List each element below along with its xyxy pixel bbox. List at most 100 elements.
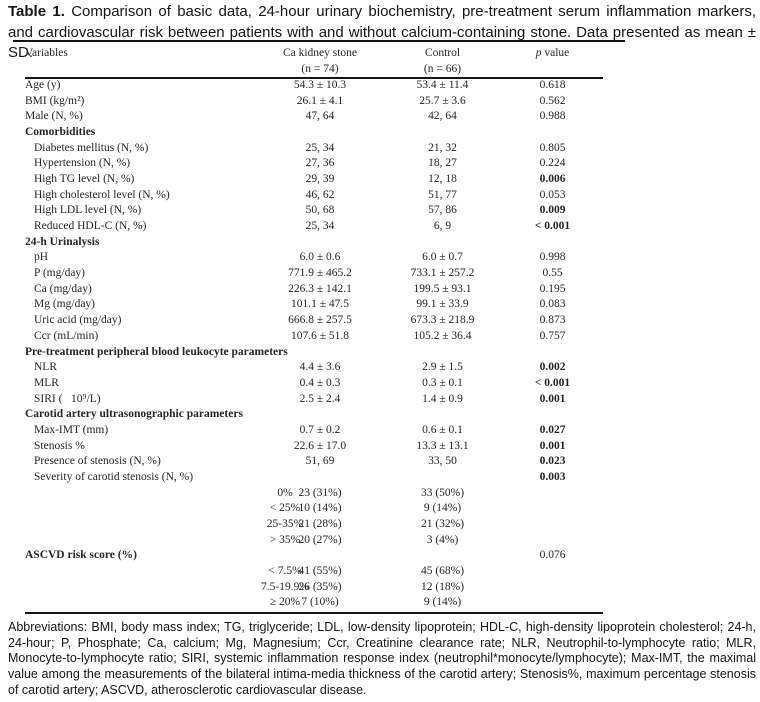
row-label: Ccr (mL/min) <box>25 329 260 343</box>
p-value: 0.027 <box>539 423 566 436</box>
p-value: < 0.001 <box>534 220 571 233</box>
table-row: < 25% 10 (14%) 9 (14%) <box>25 501 600 517</box>
stone-group-value: 25, 34 <box>305 141 335 154</box>
table-row: BMI (kg/m²) 26.1 ± 4.1 25.7 ± 3.6 0.562 <box>25 94 600 110</box>
row-label-text: 25-35% <box>266 517 304 530</box>
row-label-text: Stenosis % <box>34 439 85 452</box>
p-value: 0.562 <box>539 94 566 107</box>
row-label: High TG level (N, %) <box>25 173 260 186</box>
row-label-text: < 7.5% <box>268 564 302 577</box>
stone-group-value: 29, 39 <box>305 173 335 186</box>
row-label-text: ≥ 20% <box>269 596 301 609</box>
table-row: 25-35% 21 (28%) 21 (32%) <box>25 517 600 533</box>
row-label-text: Carotid artery ultrasonographic paramete… <box>25 408 243 421</box>
p-value: 0.757 <box>539 329 566 342</box>
row-label: ≥ 20% <box>25 597 300 609</box>
row-label-text: Reduced HDL-C (N, %) <box>34 220 147 233</box>
row-label: Comorbidities <box>25 126 260 139</box>
row-label-text: Hypertension (N, %) <box>34 157 131 170</box>
table-header: Variables Ca kidney stone (n = 74) Contr… <box>25 45 600 77</box>
row-label: Max-IMT (mm) <box>25 423 260 437</box>
table-row: Mg (mg/day) 101.1 ± 47.5 99.1 ± 33.9 0.083 <box>25 297 600 313</box>
table-row: > 35% 20 (27%) 3 (4%) <box>25 532 600 548</box>
table-row: Stenosis % 22.6 ± 17.0 13.3 ± 13.1 0.001 <box>25 438 600 454</box>
stone-group-value: 101.1 ± 47.5 <box>290 298 350 311</box>
table-row: 7.5-19.9% 26 (35%) 12 (18%) <box>25 580 600 596</box>
row-label: 24-h Urinalysis <box>25 236 260 249</box>
row-label: NLR <box>25 361 260 374</box>
stone-group-value: 26 (35%) <box>298 580 342 593</box>
p-value: 0.224 <box>539 157 566 170</box>
row-label: Pre-treatment peripheral blood leukocyte… <box>25 346 288 359</box>
header-group-stone-n: (n = 74) <box>301 63 339 75</box>
stone-group-value: 27, 36 <box>305 157 335 170</box>
row-label-text: Mg (mg/day) <box>34 298 96 311</box>
row-label-text: Max-IMT (mm) <box>34 423 109 436</box>
p-value: 0.001 <box>539 392 566 405</box>
row-label: SIRI ( 10⁹/L) <box>25 393 260 406</box>
control-group-value: 0.3 ± 0.1 <box>422 376 463 389</box>
stone-group-value: 21 (28%) <box>298 517 342 530</box>
row-label: Carotid artery ultrasonographic paramete… <box>25 408 260 421</box>
row-label-text: Pre-treatment peripheral blood leukocyte… <box>25 345 288 358</box>
row-label-text: Comorbidities <box>25 126 96 139</box>
p-value: 0.998 <box>539 251 566 264</box>
control-group-value: 6, 9 <box>433 220 452 233</box>
table-caption-number: Table 1. <box>8 3 65 20</box>
row-label-text: Severity of carotid stenosis (N, %) <box>34 470 194 483</box>
control-group-value: 12, 18 <box>428 173 457 186</box>
p-value: 0.023 <box>539 455 566 468</box>
stone-group-value: 50, 68 <box>305 204 335 217</box>
row-label: Stenosis % <box>25 439 260 453</box>
stone-group-value: 771.9 ± 465.2 <box>288 267 352 280</box>
row-label: > 35% <box>25 534 300 547</box>
row-label: 7.5-19.9% <box>25 581 309 594</box>
control-group-value: 199.5 ± 93.1 <box>413 282 472 295</box>
stone-group-value: 22.6 ± 17.0 <box>293 439 347 452</box>
table-row: Diabetes mellitus (N, %) 25, 34 21, 32 0.80… <box>25 141 600 157</box>
stone-group-value: 25, 34 <box>305 220 335 233</box>
stone-group-value: 10 (14%) <box>298 502 342 515</box>
stone-group-value: 26.1 ± 4.1 <box>296 94 344 107</box>
control-group-value: 45 (68%) <box>420 564 465 577</box>
table-top-rule <box>13 40 625 42</box>
table-row: Uric acid (mg/day) 666.8 ± 257.5 673.3 ± 2… <box>25 313 600 329</box>
p-value: 0.873 <box>539 314 566 327</box>
row-label: Uric acid (mg/day) <box>25 314 260 327</box>
stone-group-value: 47, 64 <box>305 110 335 123</box>
row-label: Male (N, %) <box>25 111 260 123</box>
table-row: High TG level (N, %) 29, 39 12, 18 0.006 <box>25 172 600 188</box>
row-label-text: NLR <box>34 361 57 374</box>
p-value: 0.009 <box>539 204 566 217</box>
control-group-value: 0.6 ± 0.1 <box>422 423 463 436</box>
row-label-text: MLR <box>34 376 59 389</box>
table-row: 24-h Urinalysis <box>25 235 600 251</box>
stone-group-value: 4.4 ± 3.6 <box>299 361 341 374</box>
control-group-value: 25.7 ± 3.6 <box>419 94 466 107</box>
row-label: Severity of carotid stenosis (N, %) <box>25 470 260 484</box>
row-label-text: Ccr (mL/min) <box>34 329 99 342</box>
p-value: 0.053 <box>539 188 566 201</box>
stone-group-value: 6.0 ± 0.6 <box>299 251 341 264</box>
row-label-text: Diabetes mellitus (N, %) <box>34 141 149 154</box>
control-group-value: 733.1 ± 257.2 <box>410 267 475 280</box>
table-row: ASCVD risk score (%) 0.076 <box>25 548 600 564</box>
table-row: Age (y) 54.3 ± 10.3 53.4 ± 11.4 0.618 <box>25 78 600 94</box>
stone-group-value: 51, 69 <box>305 455 335 468</box>
header-group-stone: Ca kidney stone (n = 74) <box>260 45 380 77</box>
control-group-value: 9 (14%) <box>423 596 462 609</box>
table-row: SIRI ( 10⁹/L) 2.5 ± 2.4 1.4 ± 0.9 0.001 <box>25 391 600 407</box>
row-label-text: Uric acid (mg/day) <box>34 314 122 327</box>
row-label-text: < 25% <box>269 502 301 515</box>
header-p-italic: p <box>535 47 542 59</box>
control-group-value: 53.4 ± 11.4 <box>416 79 469 92</box>
table-body: Age (y) 54.3 ± 10.3 53.4 ± 11.4 0.618 BMI (k… <box>25 78 600 611</box>
header-group-control-name: Control <box>424 47 461 59</box>
row-label: < 7.5% <box>25 565 301 578</box>
table-row: Max-IMT (mm) 0.7 ± 0.2 0.6 ± 0.1 0.027 <box>25 423 600 439</box>
p-value: 0.083 <box>539 298 566 311</box>
row-label-text: > 35% <box>269 533 301 546</box>
table-row: High cholesterol level (N, %) 46, 62 51, 7… <box>25 188 600 204</box>
p-value: 0.55 <box>542 267 563 280</box>
control-group-value: 1.4 ± 0.9 <box>422 392 463 405</box>
